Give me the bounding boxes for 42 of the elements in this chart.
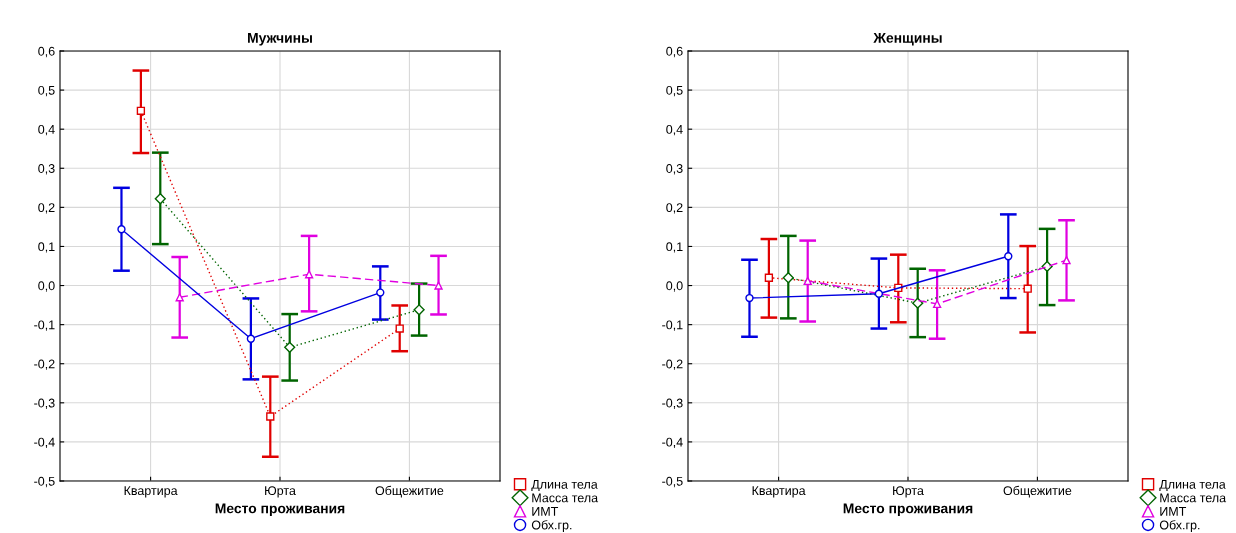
y-tick-label: -0,5 [662, 476, 683, 488]
y-tick-label: 0,2 [38, 203, 55, 214]
y-tick-label: 0,3 [38, 164, 55, 175]
y-tick-label: 0,5 [666, 85, 683, 97]
y-tick-label: -0,1 [34, 320, 55, 331]
x-tick-label: Квартира [752, 486, 806, 498]
x-tick-label: Юрта [265, 486, 296, 498]
y-tick-label: 0,6 [666, 46, 683, 58]
y-tick-label: 0,6 [38, 46, 55, 58]
x-tick-label: Квартира [124, 486, 178, 498]
y-tick-label: -0,2 [34, 359, 55, 370]
y-tick-label: 0,4 [38, 124, 55, 136]
y-tick-label: -0,3 [34, 398, 55, 409]
y-tick-label: 0,3 [666, 164, 683, 175]
x-axis-title: Место проживания [843, 503, 973, 517]
legend-label: Длина тела [531, 480, 598, 492]
y-tick-label: -0,3 [662, 398, 683, 409]
y-tick-label: 0,1 [38, 242, 55, 253]
legend-label: Обх.гр. [531, 520, 572, 532]
y-tick-label: -0,5 [34, 476, 55, 488]
y-tick-label: -0,2 [662, 359, 683, 370]
y-tick-label: -0,1 [662, 320, 683, 331]
legend-label: Масса тела [1160, 493, 1227, 503]
x-tick-label: Общежитие [375, 485, 444, 498]
legend-label: Длина тела [1159, 480, 1226, 492]
x-axis-title: Место проживания [215, 503, 345, 517]
legend-label: ИМТ [1160, 507, 1187, 516]
y-tick-label: 0,2 [666, 203, 683, 214]
y-tick-label: 0,4 [666, 124, 683, 136]
legend-label: ИМТ [532, 507, 559, 516]
x-tick-label: Юрта [893, 486, 924, 498]
y-tick-label: -0,4 [34, 437, 55, 449]
y-tick-label: -0,4 [662, 437, 683, 449]
legend-label: Обх.гр. [1159, 520, 1200, 532]
y-tick-label: 0,1 [666, 242, 683, 253]
y-tick-label: 0,0 [666, 281, 683, 292]
chart-title: Мужчины [248, 33, 312, 46]
y-tick-label: 0,5 [38, 85, 55, 97]
x-tick-label: Общежитие [1003, 485, 1072, 498]
y-tick-label: 0,0 [38, 281, 55, 292]
legend-label: Масса тела [532, 493, 599, 503]
chart-title: Женщины [873, 33, 942, 46]
